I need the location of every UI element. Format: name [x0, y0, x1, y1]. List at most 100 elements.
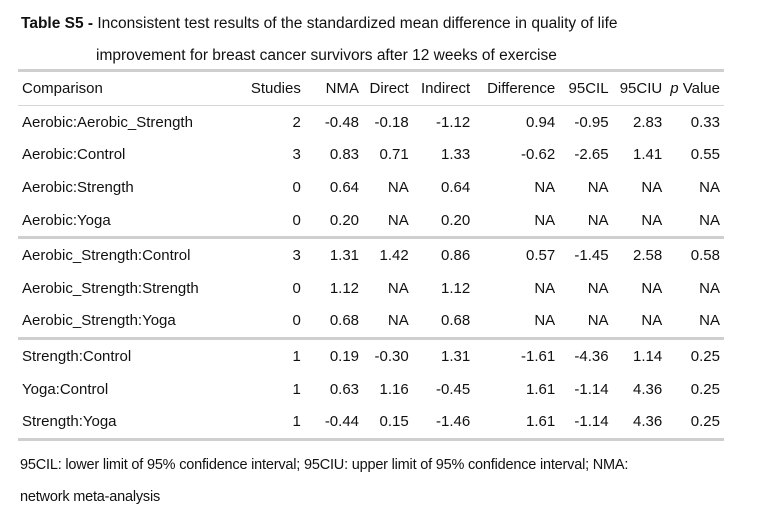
cell-p-value: NA — [699, 312, 720, 330]
cell-95ciu: 1.14 — [633, 347, 663, 365]
caption-line-2: improvement for breast cancer survivors … — [96, 47, 557, 64]
cell-p-value: NA — [699, 211, 720, 229]
cell-p-value: 0.55 — [690, 146, 720, 164]
cell-nma: -0.44 — [324, 413, 360, 431]
cell-95cil: NA — [587, 312, 609, 330]
header-comparison: Comparison — [22, 80, 103, 97]
cell-nma: 1.31 — [329, 247, 360, 265]
cell-studies: 2 — [292, 113, 301, 131]
cell-studies: 1 — [292, 413, 301, 431]
cell-95ciu: 1.41 — [633, 146, 663, 164]
cell-difference: -1.61 — [520, 347, 556, 365]
cell-95cil: -1.45 — [574, 247, 609, 265]
cell-p-value: 0.25 — [690, 413, 720, 431]
cell-comparison: Yoga:Control — [22, 380, 109, 398]
header-indirect: Indirect — [421, 80, 471, 97]
cell-95ciu: NA — [641, 312, 663, 330]
cell-95cil: NA — [587, 211, 609, 229]
cell-direct: NA — [387, 211, 409, 229]
cell-difference: 0.94 — [525, 113, 556, 131]
cell-indirect: 1.31 — [441, 347, 471, 365]
cell-comparison: Aerobic:Strength — [22, 178, 134, 196]
cell-comparison: Aerobic_Strength:Strength — [22, 279, 199, 297]
cell-p-value: 0.25 — [690, 380, 720, 398]
cell-direct: 1.16 — [379, 380, 409, 398]
cell-studies: 3 — [292, 247, 301, 265]
cell-indirect: 0.64 — [441, 178, 471, 196]
cell-difference: NA — [534, 211, 556, 229]
header-direct: Direct — [369, 80, 409, 97]
caption-line-1: Inconsistent test results of the standar… — [97, 15, 618, 32]
cell-indirect: 1.33 — [441, 146, 471, 164]
cell-difference: 1.61 — [525, 380, 556, 398]
cell-95ciu: NA — [641, 211, 663, 229]
group-aerobic-strength: Aerobic_Strength:Control 3 1.31 1.42 0.86 0.5… — [18, 238, 724, 339]
cell-comparison: Strength:Control — [22, 347, 132, 365]
cell-indirect: 0.20 — [441, 211, 471, 229]
cell-comparison: Strength:Yoga — [22, 413, 117, 431]
table-footnote: 95CIL: lower limit of 95% confidence int… — [20, 449, 760, 513]
cell-p-value: 0.58 — [690, 247, 720, 265]
table-row: Aerobic:Yoga 0 0.20 NA 0.20 NA NA NA NA — [18, 204, 724, 238]
cell-nma: -0.48 — [324, 113, 360, 131]
cell-nma: 0.64 — [329, 178, 360, 196]
group-aerobic: Aerobic:Aerobic_Strength 2 -0.48 -0.18 -1.12… — [18, 106, 724, 238]
table-caption: Table S5 - Inconsistent test results of … — [21, 8, 741, 72]
cell-difference: NA — [534, 178, 556, 196]
header-difference: Difference — [487, 80, 556, 97]
cell-indirect: -1.12 — [436, 113, 471, 131]
cell-comparison: Aerobic_Strength:Control — [22, 247, 191, 265]
table-row: Aerobic:Strength 0 0.64 NA 0.64 NA NA NA NA — [18, 171, 724, 204]
cell-studies: 0 — [292, 279, 301, 297]
p-symbol: p — [670, 80, 679, 97]
cell-studies: 0 — [292, 211, 301, 229]
cell-95cil: -0.95 — [574, 113, 609, 131]
cell-nma: 0.83 — [329, 146, 360, 164]
header-nma: NMA — [325, 80, 360, 97]
cell-p-value: NA — [699, 178, 720, 196]
footnote-line-2: network meta-analysis — [20, 489, 161, 505]
cell-p-value: 0.25 — [690, 347, 720, 365]
cell-comparison: Aerobic_Strength:Yoga — [22, 312, 176, 330]
table-row: Strength:Control 1 0.19 -0.30 1.31 -1.61 -4.36… — [18, 339, 724, 373]
table-label: Table S5 - — [21, 15, 98, 32]
cell-95cil: -1.14 — [574, 380, 609, 398]
cell-studies: 0 — [292, 312, 301, 330]
cell-studies: 3 — [292, 146, 301, 164]
cell-95ciu: NA — [641, 279, 663, 297]
cell-direct: -0.18 — [374, 113, 409, 131]
cell-indirect: 0.68 — [441, 312, 471, 330]
cell-studies: 0 — [292, 178, 301, 196]
header-studies: Studies — [250, 80, 301, 97]
cell-95ciu: 4.36 — [633, 380, 663, 398]
cell-nma: 1.12 — [329, 279, 360, 297]
cell-direct: 0.15 — [379, 413, 409, 431]
cell-indirect: 1.12 — [441, 279, 471, 297]
cell-comparison: Aerobic:Yoga — [22, 211, 111, 229]
header-p-value: p Value — [666, 71, 724, 106]
cell-difference: NA — [534, 279, 556, 297]
cell-direct: NA — [387, 279, 409, 297]
cell-95ciu: 4.36 — [633, 413, 663, 431]
cell-nma: 0.20 — [329, 211, 360, 229]
cell-nma: 0.19 — [329, 347, 360, 365]
cell-studies: 1 — [292, 380, 301, 398]
cell-direct: NA — [387, 178, 409, 196]
cell-difference: 1.61 — [525, 413, 556, 431]
cell-comparison: Aerobic:Aerobic_Strength — [22, 113, 193, 131]
footnote-line-1: 95CIL: lower limit of 95% confidence int… — [20, 457, 629, 473]
p-value-label: Value — [678, 80, 720, 97]
table-row: Aerobic:Aerobic_Strength 2 -0.48 -0.18 -1.12… — [18, 106, 724, 139]
cell-95ciu: 2.83 — [633, 113, 663, 131]
cell-p-value: NA — [699, 279, 720, 297]
cell-indirect: 0.86 — [441, 247, 471, 265]
inconsistency-table: Comparison Studies NMA Direct Indirect D… — [18, 69, 724, 441]
cell-direct: NA — [387, 312, 409, 330]
table-row: Strength:Yoga 1 -0.44 0.15 -1.46 1.61 -1.14 4.3… — [18, 405, 724, 439]
cell-difference: -0.62 — [520, 146, 556, 164]
table-row: Aerobic_Strength:Yoga 0 0.68 NA 0.68 NA NA NA NA — [18, 305, 724, 339]
header-95ciu: 95CIU — [619, 80, 663, 97]
table-row: Yoga:Control 1 0.63 1.16 -0.45 1.61 -1.14 4.36 0… — [18, 373, 724, 406]
cell-comparison: Aerobic:Control — [22, 146, 126, 164]
cell-difference: NA — [534, 312, 556, 330]
